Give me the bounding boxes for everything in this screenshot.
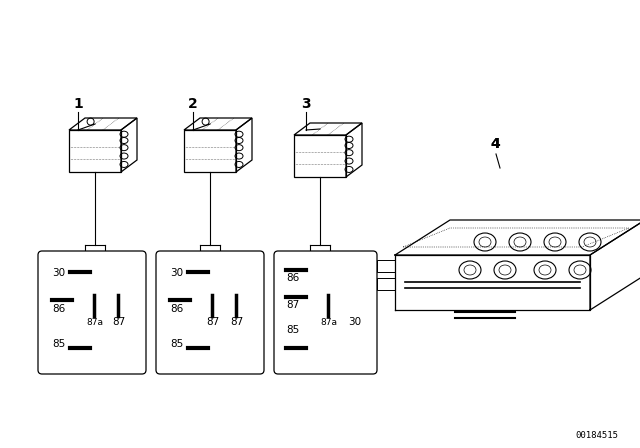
FancyBboxPatch shape <box>156 251 264 374</box>
Text: 30: 30 <box>348 317 361 327</box>
FancyBboxPatch shape <box>38 251 146 374</box>
Text: 4: 4 <box>490 137 500 151</box>
Text: 30: 30 <box>170 268 183 278</box>
Text: 85: 85 <box>52 339 65 349</box>
Text: 87a: 87a <box>320 318 337 327</box>
Text: 86: 86 <box>286 273 300 283</box>
Text: 00184515: 00184515 <box>575 431 618 440</box>
Text: 86: 86 <box>52 304 65 314</box>
Text: 2: 2 <box>188 97 198 111</box>
Text: 87: 87 <box>286 300 300 310</box>
Text: 85: 85 <box>286 325 300 335</box>
Text: 85: 85 <box>170 339 183 349</box>
Text: 87: 87 <box>112 317 125 327</box>
Text: 87: 87 <box>206 317 220 327</box>
Text: 87: 87 <box>230 317 243 327</box>
Text: 87a: 87a <box>86 318 103 327</box>
Text: 30: 30 <box>52 268 65 278</box>
Text: 1: 1 <box>73 97 83 111</box>
Text: 4: 4 <box>490 137 500 151</box>
Text: 3: 3 <box>301 97 311 111</box>
Text: 86: 86 <box>170 304 183 314</box>
Bar <box>377 260 395 272</box>
FancyBboxPatch shape <box>274 251 377 374</box>
Bar <box>377 278 395 290</box>
